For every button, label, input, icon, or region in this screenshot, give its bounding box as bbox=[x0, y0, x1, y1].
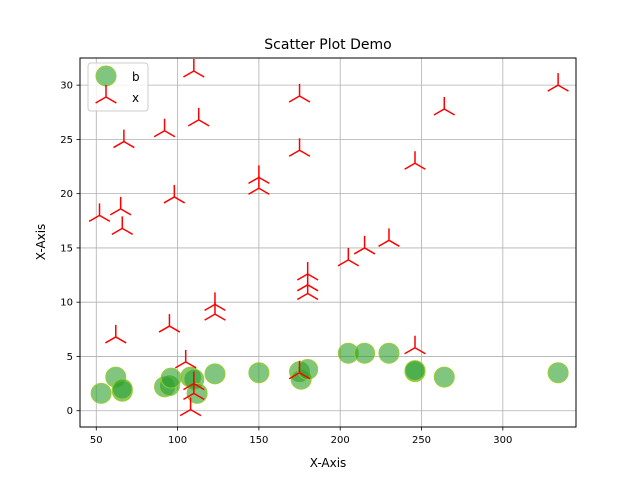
plot-area-frame bbox=[79, 57, 577, 428]
data-point-x bbox=[378, 228, 400, 247]
data-point-b bbox=[547, 362, 569, 384]
data-point-x bbox=[113, 129, 135, 149]
legend-label-x: x bbox=[132, 91, 139, 105]
data-point-x bbox=[404, 335, 426, 355]
x-tick-label: 300 bbox=[493, 435, 512, 446]
ticks: 50 100 150 200 250 300 0 5 10 15 20 25 30 bbox=[60, 81, 512, 446]
x-tick-label: 200 bbox=[331, 435, 350, 446]
y-axis-label: X-Axis bbox=[34, 224, 48, 261]
data-point-x bbox=[88, 203, 111, 223]
data-point-b bbox=[354, 342, 376, 364]
data-point-b bbox=[297, 358, 319, 380]
grid bbox=[80, 58, 576, 427]
data-point-x bbox=[433, 97, 456, 116]
y-tick-label: 30 bbox=[60, 81, 73, 92]
data-point-x bbox=[179, 397, 202, 417]
data-point-x bbox=[288, 83, 311, 103]
data-point-x bbox=[109, 196, 132, 216]
data-point-b bbox=[248, 362, 270, 384]
data-point-x bbox=[248, 165, 270, 185]
data-point-x bbox=[404, 151, 426, 170]
legend-swatch-b bbox=[95, 65, 117, 87]
data-point-x bbox=[248, 176, 270, 195]
data-point-x bbox=[153, 118, 176, 138]
data-point-x bbox=[288, 360, 311, 380]
x-axis-label: X-Axis bbox=[310, 456, 347, 470]
y-tick-label: 20 bbox=[60, 189, 73, 200]
data-point-x bbox=[163, 184, 186, 204]
data-point-x bbox=[187, 107, 210, 127]
data-point-b bbox=[204, 363, 226, 385]
data-point-x bbox=[111, 216, 134, 236]
data-point-x bbox=[353, 235, 376, 255]
x-tick-label: 150 bbox=[249, 435, 268, 446]
data-point-b bbox=[378, 342, 400, 364]
x-tick-label: 250 bbox=[412, 435, 431, 446]
legend-marker-x bbox=[95, 85, 117, 104]
data-point-b bbox=[404, 360, 426, 382]
data-point-x bbox=[204, 302, 226, 321]
data-point-x bbox=[105, 324, 127, 344]
legend: b x bbox=[87, 62, 149, 112]
data-point-x bbox=[174, 349, 197, 369]
data-point-b bbox=[111, 378, 133, 400]
data-point-x bbox=[296, 261, 319, 281]
data-point-x bbox=[158, 314, 181, 333]
data-point-b bbox=[433, 366, 455, 388]
legend-swatch-x bbox=[95, 85, 117, 104]
data-point-x bbox=[547, 73, 569, 92]
data-point-b bbox=[160, 367, 182, 389]
y-tick-label: 5 bbox=[67, 352, 73, 363]
x-tick-label: 50 bbox=[90, 435, 103, 446]
data-point-x bbox=[337, 247, 360, 267]
data-point-x bbox=[288, 138, 311, 157]
y-tick-label: 10 bbox=[60, 298, 73, 309]
y-tick-label: 25 bbox=[60, 135, 73, 146]
data-point-x bbox=[183, 371, 205, 391]
plot-area-points bbox=[88, 59, 569, 417]
legend-marker-b bbox=[95, 65, 117, 87]
data-point-b bbox=[90, 382, 112, 404]
chart-title: Scatter Plot Demo bbox=[264, 37, 391, 53]
data-point-x bbox=[296, 281, 319, 301]
y-tick-label: 0 bbox=[67, 406, 73, 417]
x-tick-label: 100 bbox=[168, 435, 187, 446]
legend-label-b: b bbox=[132, 70, 140, 84]
data-point-x bbox=[183, 59, 205, 78]
y-tick-label: 15 bbox=[60, 243, 73, 254]
